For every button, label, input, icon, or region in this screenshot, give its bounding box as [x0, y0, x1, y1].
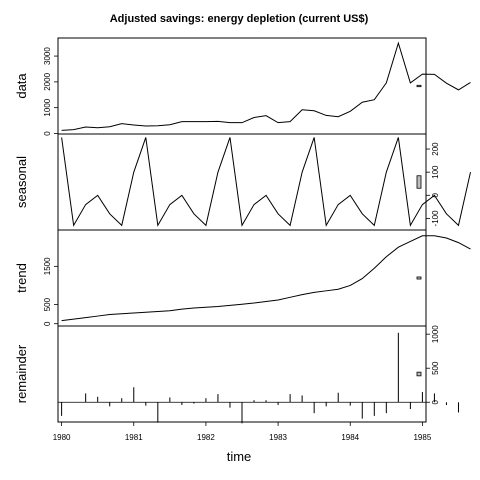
trend-panel-label: trend	[14, 263, 29, 293]
trend-scale-bar	[416, 276, 422, 280]
trend-y-tick-label: 500	[43, 297, 52, 311]
panel-frame-data	[57, 37, 427, 135]
remainder-panel-label: remainder	[14, 344, 29, 403]
remainder-y-tick-label: 1000	[431, 325, 440, 343]
x-axis-label: time	[227, 449, 252, 464]
remainder-y-tick-label: 500	[431, 361, 440, 375]
data-panel-label: data	[14, 73, 29, 99]
seasonal-y-tick-label: 200	[431, 142, 440, 156]
panel-frame-trend	[57, 229, 427, 327]
x-tick-label: 1981	[125, 433, 143, 442]
panel-seasonal: -100 0 100 200 seasonal	[14, 133, 471, 231]
panel-remainder: 0 500 1000 remainder	[14, 325, 459, 424]
x-tick-label: 1982	[197, 433, 215, 442]
data-y-tick-label: 0	[43, 131, 52, 136]
seasonal-panel-label: seasonal	[14, 156, 29, 208]
data-y-tick-label: 2000	[43, 72, 52, 90]
trend-y-tick-label: 1500	[43, 257, 52, 275]
data-y-tick-label: 3000	[43, 47, 52, 65]
panels: 0 1000 2000 3000 data -100 0 100 200 seasonal 0 500…	[14, 37, 471, 424]
data-scale-bar	[416, 84, 422, 88]
panel-data: 0 1000 2000 3000 data	[14, 37, 471, 136]
trend-y-tick-label: 0	[43, 321, 52, 326]
trend-series-line	[61, 235, 471, 322]
seasonal-y-tick-label: 100	[431, 165, 440, 179]
seasonal-scale-bar	[416, 175, 422, 189]
seasonal-y-tick-label: 0	[431, 193, 440, 198]
x-tick-label: 1984	[341, 433, 359, 442]
seasonal-y-tick-label: -100	[431, 210, 440, 227]
data-y-tick-label: 1000	[43, 98, 52, 116]
panel-frame-seasonal	[57, 133, 427, 231]
panel-trend: 0 500 1500 trend	[14, 229, 471, 327]
x-tick-label: 1985	[413, 433, 431, 442]
x-tick-label: 1980	[53, 433, 71, 442]
remainder-y-tick-label: 0	[431, 399, 440, 404]
remainder-scale-bar	[416, 371, 422, 377]
x-tick-label: 1983	[269, 433, 287, 442]
x-axis: 1980 1981 1982 1983 1984 1985	[53, 422, 432, 442]
data-series-line	[61, 41, 471, 131]
seasonal-series-line	[61, 137, 471, 227]
chart-title: Adjusted savings: energy depletion (curr…	[110, 13, 369, 25]
